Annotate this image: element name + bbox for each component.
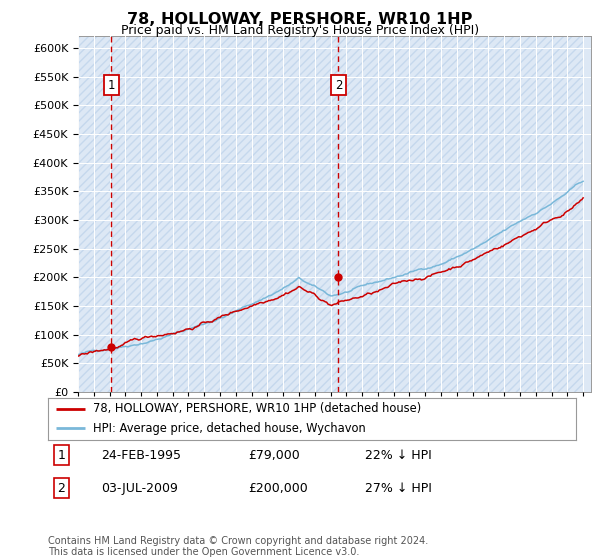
Text: 27% ↓ HPI: 27% ↓ HPI: [365, 482, 431, 495]
Text: 2: 2: [335, 78, 342, 92]
Text: 1: 1: [57, 449, 65, 462]
Text: £79,000: £79,000: [248, 449, 301, 462]
Text: 22% ↓ HPI: 22% ↓ HPI: [365, 449, 431, 462]
Text: 2: 2: [57, 482, 65, 495]
Text: 78, HOLLOWAY, PERSHORE, WR10 1HP (detached house): 78, HOLLOWAY, PERSHORE, WR10 1HP (detach…: [93, 403, 421, 416]
Text: 1: 1: [108, 78, 115, 92]
Text: Contains HM Land Registry data © Crown copyright and database right 2024.
This d: Contains HM Land Registry data © Crown c…: [48, 535, 428, 557]
Text: HPI: Average price, detached house, Wychavon: HPI: Average price, detached house, Wych…: [93, 422, 365, 435]
Text: 24-FEB-1995: 24-FEB-1995: [101, 449, 181, 462]
Text: 78, HOLLOWAY, PERSHORE, WR10 1HP: 78, HOLLOWAY, PERSHORE, WR10 1HP: [127, 12, 473, 27]
Text: 03-JUL-2009: 03-JUL-2009: [101, 482, 178, 495]
Text: Price paid vs. HM Land Registry's House Price Index (HPI): Price paid vs. HM Land Registry's House …: [121, 24, 479, 37]
Text: £200,000: £200,000: [248, 482, 308, 495]
